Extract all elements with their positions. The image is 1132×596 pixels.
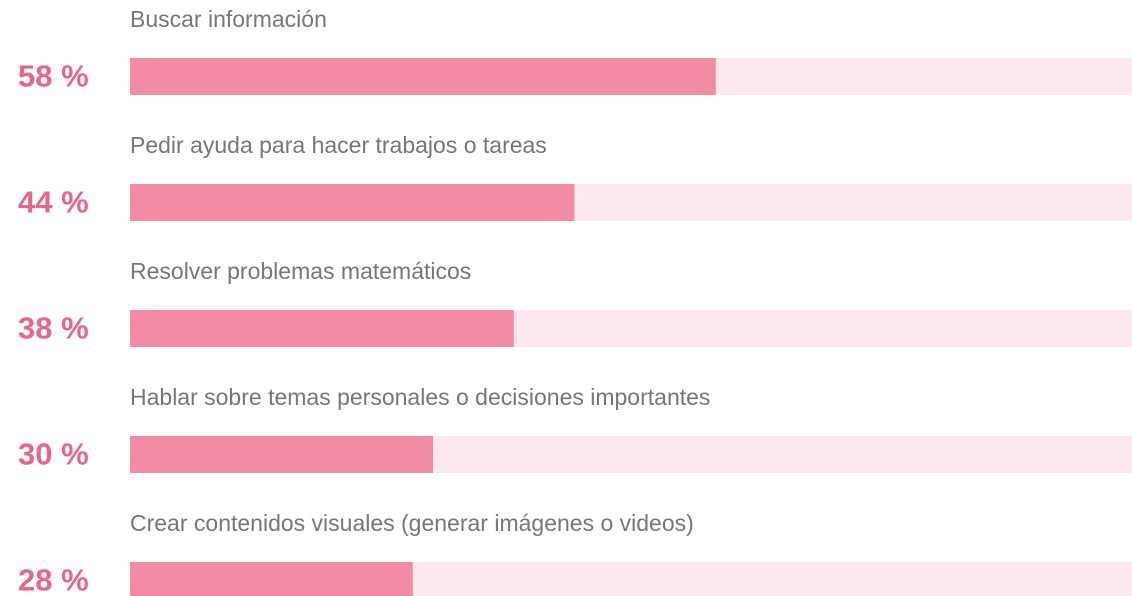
- bar: [130, 562, 413, 596]
- value-label: 30 %: [18, 437, 89, 472]
- category-label: Buscar información: [130, 6, 327, 32]
- bar: [130, 310, 514, 347]
- category-label: Pedir ayuda para hacer trabajos o tareas: [130, 132, 547, 158]
- value-label: 38 %: [18, 311, 89, 346]
- value-label: 28 %: [18, 563, 89, 596]
- value-label: 58 %: [18, 59, 89, 94]
- category-label: Crear contenidos visuales (generar imáge…: [130, 510, 694, 536]
- category-label: Hablar sobre temas personales o decision…: [130, 384, 710, 410]
- bar: [130, 58, 716, 95]
- bar: [130, 436, 433, 473]
- bar: [130, 184, 575, 221]
- category-label: Resolver problemas matemáticos: [130, 258, 471, 284]
- value-label: 44 %: [18, 185, 89, 220]
